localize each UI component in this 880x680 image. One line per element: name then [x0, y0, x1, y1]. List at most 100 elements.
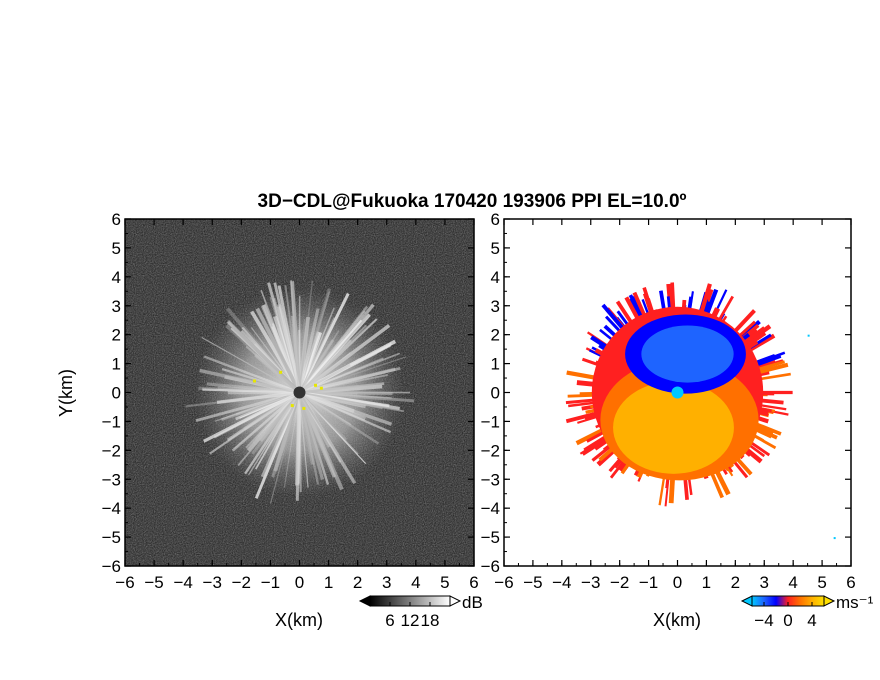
y-tick-label: −1 — [102, 412, 121, 431]
x-tick-label: −3 — [581, 573, 600, 592]
x-tick-label: 2 — [731, 573, 740, 592]
echo-streak — [299, 391, 404, 413]
x-tick-label: 5 — [817, 573, 826, 592]
x-tick-label: 3 — [382, 573, 391, 592]
x-tick-label: −4 — [552, 573, 571, 592]
y-tick-label: 1 — [112, 355, 121, 374]
echo-streak — [298, 332, 323, 393]
echo-streak — [214, 391, 300, 422]
echo-speckle — [833, 537, 836, 540]
y-tick-label: 0 — [491, 384, 500, 403]
y-tick-label: 3 — [491, 297, 500, 316]
velocity-yellow — [613, 381, 734, 474]
echo-streak — [299, 391, 392, 434]
echo-streak — [221, 368, 300, 394]
x-tick-label: 3 — [760, 573, 769, 592]
y-tick-label: 5 — [491, 239, 500, 258]
echo-streak — [226, 391, 301, 442]
y-tick-label: 0 — [112, 384, 121, 403]
echo-streak — [298, 391, 380, 445]
x-tick-label: 5 — [440, 573, 449, 592]
y-tick-label: −4 — [481, 499, 500, 518]
radar-site-marker — [293, 386, 306, 399]
echo-streak — [294, 392, 302, 486]
y-tick-label: −2 — [102, 441, 121, 460]
right-echo-field — [565, 282, 836, 540]
left-colorbar-unit: dB — [462, 593, 483, 612]
left-echo-field — [185, 280, 415, 504]
echo-streak — [221, 391, 300, 421]
echo-streak — [239, 391, 300, 419]
x-tick-label: −5 — [523, 573, 542, 592]
echo-streak — [298, 318, 378, 394]
echo-speckle — [319, 386, 323, 390]
y-tick-label: 3 — [112, 297, 121, 316]
x-tick-label: −2 — [232, 573, 251, 592]
echo-streak — [299, 366, 401, 394]
echo-streak — [203, 355, 300, 394]
echo-streak — [298, 291, 331, 393]
echo-streak — [268, 392, 301, 461]
x-tick-label: 4 — [788, 573, 797, 592]
echo-speckle — [807, 334, 810, 337]
right-colorbar-tick-label: 4 — [807, 611, 816, 630]
left-y-axis-label: Y(km) — [56, 369, 76, 417]
x-tick-label: −5 — [144, 573, 163, 592]
x-tick-label: −1 — [261, 573, 280, 592]
x-tick-label: 0 — [295, 573, 304, 592]
left-x-axis-label: X(km) — [275, 610, 323, 630]
echo-streak — [298, 317, 335, 393]
x-tick-label: 1 — [324, 573, 333, 592]
echo-streak — [298, 390, 393, 426]
right-colorbar-unit: ms⁻¹ — [836, 593, 874, 612]
right-colorbar-low-arrow — [740, 595, 753, 607]
x-tick-label: −1 — [639, 573, 658, 592]
right-colorbar-tick-label: −4 — [754, 611, 773, 630]
echo-streak — [298, 319, 363, 394]
echo-streak — [237, 391, 301, 466]
echo-streak — [255, 307, 302, 394]
y-tick-label: 2 — [112, 326, 121, 345]
velocity-light-blue — [641, 325, 734, 383]
y-tick-label: −5 — [481, 528, 500, 547]
x-tick-label: −6 — [494, 573, 513, 592]
echo-streak — [298, 339, 335, 394]
echo-streak — [297, 391, 344, 491]
echo-streak — [299, 391, 352, 426]
echo-streak — [203, 391, 301, 443]
echo-streak — [206, 382, 300, 394]
x-tick-label: −2 — [610, 573, 629, 592]
echo-streak — [299, 367, 396, 395]
echo-streak — [290, 281, 302, 393]
right-colorbar-high-arrow — [823, 595, 836, 607]
y-tick-label: −6 — [481, 557, 500, 576]
echo-streak — [283, 392, 300, 488]
echo-streak — [297, 392, 315, 465]
x-tick-label: 2 — [353, 573, 362, 592]
echo-streak — [297, 316, 310, 393]
y-tick-label: −4 — [102, 499, 121, 518]
x-tick-label: 4 — [411, 573, 420, 592]
echo-streak — [244, 391, 301, 475]
echo-streak — [299, 356, 407, 394]
x-tick-label: 6 — [469, 573, 478, 592]
left-colorbar-tick-label: 18 — [421, 611, 440, 630]
echo-streak — [202, 388, 300, 394]
left-colorbar-low-arrow — [358, 595, 371, 607]
radar-site-marker — [671, 386, 684, 399]
y-tick-label: −5 — [102, 528, 121, 547]
echo-speckle — [279, 370, 283, 374]
figure-title: 3D−CDL@Fukuoka 170420 193906 PPI EL=10.0… — [258, 191, 687, 212]
y-tick-label: −3 — [481, 470, 500, 489]
right-colorbar-tick-label: 0 — [783, 611, 792, 630]
x-tick-label: 1 — [702, 573, 711, 592]
left-colorbar: 6 12 18 dB — [358, 593, 483, 630]
echo-speckle — [290, 404, 294, 408]
y-tick-label: −2 — [481, 441, 500, 460]
right-colorbar: −4 0 4 ms⁻¹ — [740, 593, 874, 630]
echo-streak — [277, 285, 301, 393]
right-x-axis-label: X(km) — [653, 610, 701, 630]
echo-streak — [277, 304, 302, 393]
